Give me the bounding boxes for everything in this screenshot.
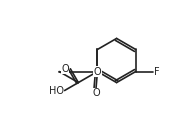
Text: F: F <box>154 67 160 77</box>
Text: O: O <box>94 67 101 77</box>
Text: HO: HO <box>49 86 64 95</box>
Text: O: O <box>92 88 100 98</box>
Text: O: O <box>61 64 69 74</box>
